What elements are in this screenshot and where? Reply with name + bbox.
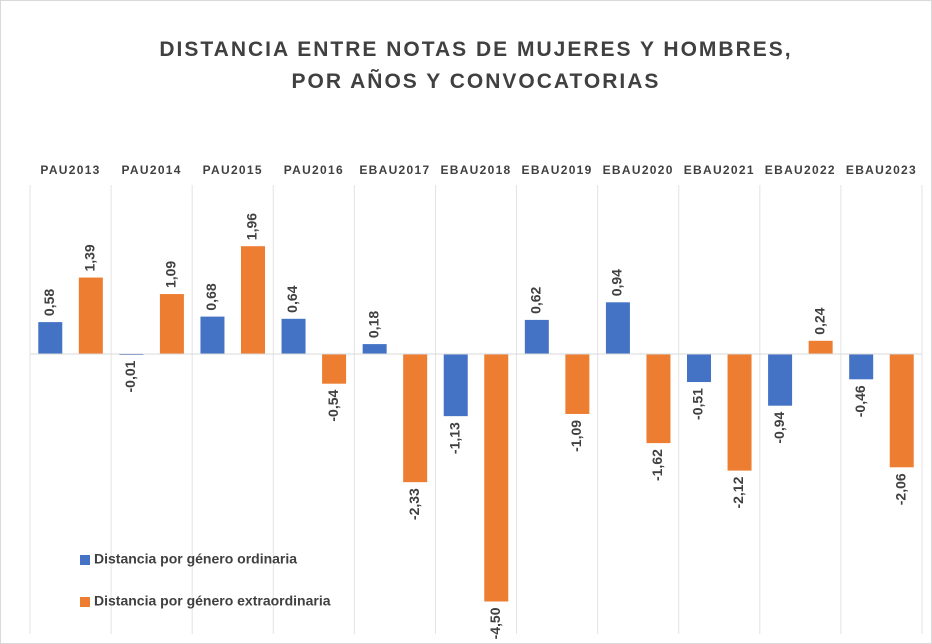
data-label: 1,96 <box>244 213 260 240</box>
data-label: -2,06 <box>892 473 908 505</box>
data-label: 1,39 <box>82 244 98 271</box>
data-label: -4,50 <box>487 607 503 639</box>
x-tick-label: PAU2015 <box>203 163 263 177</box>
bar <box>281 318 306 354</box>
chart-title: DISTANCIA ENTRE NOTAS DE MUJERES Y HOMBR… <box>159 38 792 61</box>
bar <box>889 354 914 468</box>
bar <box>200 316 225 354</box>
data-label: -1,62 <box>649 449 665 481</box>
data-label: -0,54 <box>325 389 341 421</box>
legend-swatch <box>80 597 90 607</box>
x-tick-label: PAU2013 <box>40 163 100 177</box>
bar <box>403 354 428 483</box>
data-label: 0,64 <box>284 285 300 312</box>
bar <box>565 354 590 414</box>
data-label: -0,94 <box>771 411 787 443</box>
legend-label: Distancia por género ordinaria <box>94 551 297 567</box>
x-tick-label: EBAU2017 <box>359 163 430 177</box>
x-tick-label: EBAU2020 <box>603 163 674 177</box>
bar <box>322 354 347 384</box>
bar <box>646 354 671 444</box>
data-label: -2,12 <box>730 476 746 508</box>
data-label: 0,68 <box>203 283 219 310</box>
bar <box>605 302 630 354</box>
data-label: -0,01 <box>122 360 138 392</box>
bar <box>687 354 711 383</box>
bar <box>849 354 874 380</box>
x-tick-label: EBAU2021 <box>684 163 755 177</box>
data-label: -0,51 <box>690 388 706 420</box>
x-tick-label: EBAU2019 <box>522 163 593 177</box>
data-label: 0,24 <box>811 307 827 334</box>
bar <box>524 319 549 354</box>
x-tick-label: EBAU2022 <box>765 163 836 177</box>
data-label: -0,46 <box>852 385 868 417</box>
bar <box>727 354 752 471</box>
x-tick-label: PAU2014 <box>122 163 182 177</box>
data-label: 0,62 <box>528 286 544 313</box>
data-label: 1,09 <box>163 261 179 288</box>
bar <box>78 277 103 354</box>
legend-swatch <box>80 555 90 565</box>
bar <box>808 340 833 354</box>
x-tick-label: EBAU2018 <box>440 163 511 177</box>
data-label: 0,58 <box>41 289 57 316</box>
bar <box>241 246 265 354</box>
data-label: 0,94 <box>609 269 625 296</box>
data-label: -1,09 <box>568 420 584 452</box>
chart-title: POR AÑOS Y CONVOCATORIAS <box>292 70 661 93</box>
bar <box>159 294 184 354</box>
bar <box>443 354 468 417</box>
x-tick-label: EBAU2023 <box>846 163 917 177</box>
legend-label: Distancia por género extraordinaria <box>94 593 331 609</box>
data-label: 0,18 <box>365 311 381 338</box>
x-tick-label: PAU2016 <box>284 163 344 177</box>
bar <box>38 322 63 354</box>
bar <box>362 344 387 354</box>
bar <box>484 354 509 602</box>
data-label: -2,33 <box>406 488 422 520</box>
bar <box>768 354 793 406</box>
data-label: -1,13 <box>446 422 462 454</box>
